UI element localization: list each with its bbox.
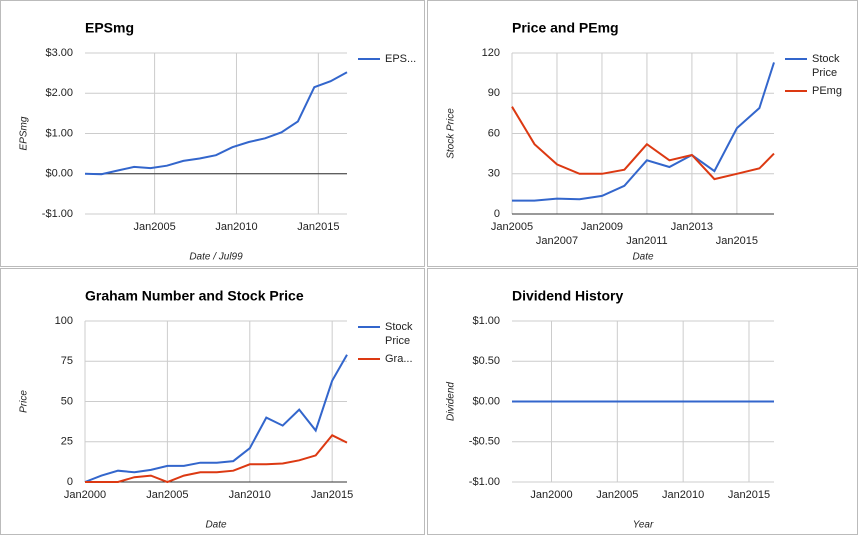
x-tick-label: Jan2000 [64, 489, 106, 501]
x-axis-title: Date [205, 520, 227, 531]
x-tick-label: Jan2005 [133, 221, 175, 233]
y-tick-label: -$1.00 [469, 476, 500, 488]
x-tick-label: Jan2010 [229, 489, 271, 501]
legend-label: Stock Price [385, 321, 413, 347]
chart-title: EPSmg [85, 20, 134, 36]
legend-swatch [785, 58, 807, 60]
series-line [84, 71, 348, 176]
chart-title: Graham Number and Stock Price [85, 288, 304, 304]
y-tick-label: -$0.50 [469, 436, 500, 448]
legend-swatch [358, 58, 380, 60]
x-tick-label: Jan2013 [671, 221, 713, 233]
y-tick-label: $1.00 [472, 315, 500, 327]
series-line [85, 434, 348, 484]
series-line [84, 354, 348, 483]
y-axis-title: Stock Price [446, 108, 457, 159]
y-tick-label: $0.00 [45, 168, 73, 180]
legend-item: Gra... [358, 352, 428, 366]
x-tick-label: Jan2015 [716, 235, 758, 247]
y-tick-label: $0.50 [472, 355, 500, 367]
x-tick-label: Jan2015 [297, 221, 339, 233]
legend-item: PEmg [785, 84, 855, 98]
y-tick-label: 60 [488, 127, 500, 139]
x-tick-label: Jan2015 [728, 489, 770, 501]
y-tick-label: 25 [61, 436, 73, 448]
legend-item: EPS... [358, 52, 428, 66]
y-tick-label: $0.00 [472, 395, 500, 407]
legend: Stock Price PEmg [785, 52, 855, 102]
y-tick-label: 90 [488, 87, 500, 99]
y-tick-label: -$1.00 [42, 208, 73, 220]
series-line [511, 106, 775, 181]
y-axis-title: EPSmg [19, 116, 30, 150]
y-tick-label: 120 [482, 47, 500, 59]
legend-label: Stock Price [812, 53, 840, 79]
legend-swatch [785, 90, 807, 92]
x-tick-label: Jan2010 [662, 489, 704, 501]
x-tick-label: Jan2005 [491, 221, 533, 233]
legend-item: Stock Price [358, 320, 428, 348]
chart-title: Dividend History [512, 288, 623, 304]
x-axis-title: Date / Jul99 [189, 252, 243, 263]
y-tick-label: 0 [494, 208, 500, 220]
y-axis-title: Price [19, 390, 30, 413]
legend-label: EPS... [385, 53, 417, 65]
series-line [512, 62, 775, 202]
x-tick-label: Jan2010 [215, 221, 257, 233]
x-tick-label: Jan2005 [596, 489, 638, 501]
chart-title: Price and PEmg [512, 20, 619, 36]
legend: Stock Price Gra... [358, 320, 428, 370]
x-tick-label: Jan2015 [311, 489, 353, 501]
legend-label: Gra... [385, 353, 413, 365]
x-tick-label: Jan2009 [581, 221, 623, 233]
y-tick-label: $1.00 [45, 127, 73, 139]
legend-swatch [358, 358, 380, 360]
legend-swatch [358, 326, 380, 328]
x-axis-title: Date [632, 252, 654, 263]
y-tick-label: 30 [488, 168, 500, 180]
y-tick-label: 75 [61, 355, 73, 367]
y-tick-label: $2.00 [45, 87, 73, 99]
legend: EPS... [358, 52, 428, 70]
x-tick-label: Jan2007 [536, 235, 578, 247]
y-tick-label: 100 [55, 315, 73, 327]
y-tick-label: 0 [67, 476, 73, 488]
x-tick-label: Jan2005 [146, 489, 188, 501]
x-axis-title: Year [633, 520, 654, 531]
y-tick-label: 50 [61, 395, 73, 407]
x-tick-label: Jan2011 [626, 235, 667, 247]
legend-item: Stock Price [785, 52, 855, 80]
y-tick-label: $3.00 [45, 47, 73, 59]
legend-label: PEmg [812, 85, 842, 97]
x-tick-label: Jan2000 [530, 489, 572, 501]
y-axis-title: Dividend [446, 382, 457, 421]
